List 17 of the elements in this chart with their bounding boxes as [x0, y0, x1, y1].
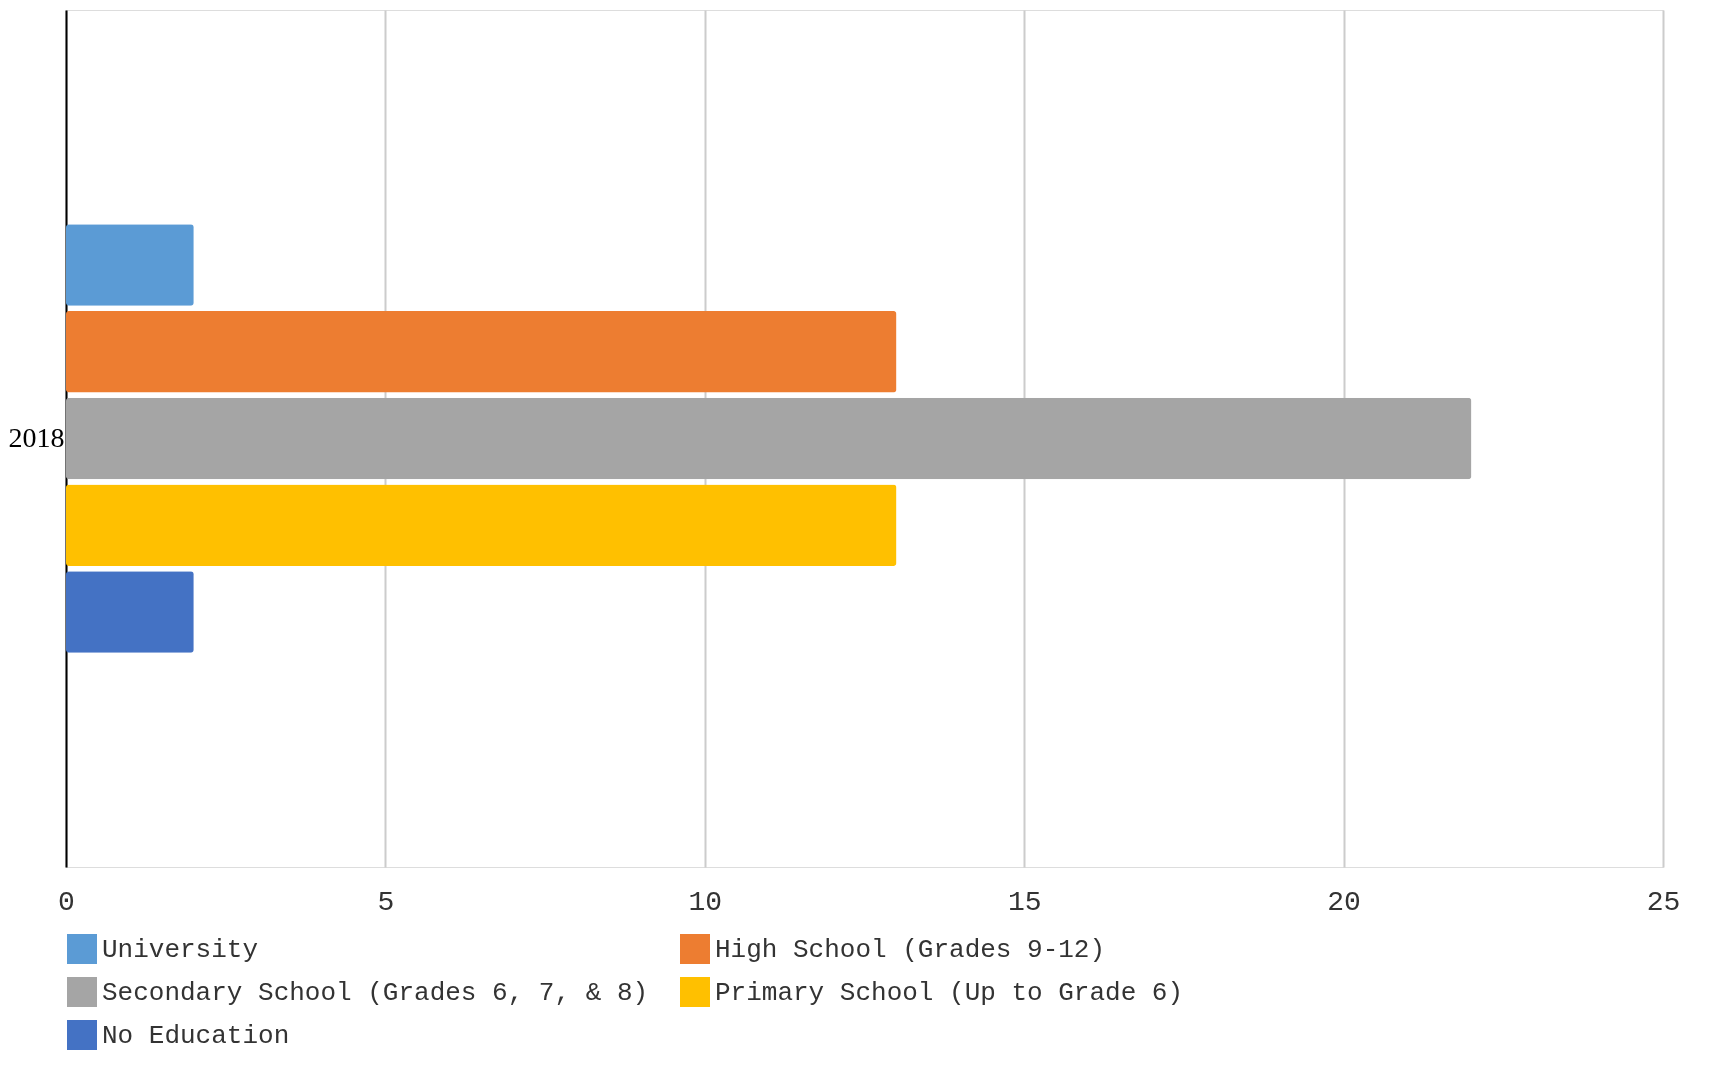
x-tick-label: 25	[1646, 886, 1681, 918]
bar	[66, 397, 1472, 480]
legend-label: University	[102, 935, 259, 965]
bar	[66, 224, 194, 306]
x-tick-label: 5	[377, 886, 395, 918]
bar	[66, 484, 897, 567]
legend-label: No Education	[102, 1021, 290, 1051]
bar	[66, 310, 897, 393]
x-tick-label: 0	[58, 886, 75, 918]
x-tick-label: 10	[688, 886, 723, 918]
bar	[66, 571, 194, 653]
legend-label: Primary School (Up to Grade 6)	[715, 978, 1184, 1008]
y-tick-label: 2018	[8, 421, 65, 453]
x-tick-label: 20	[1327, 886, 1361, 918]
x-tick-label: 15	[1007, 886, 1042, 918]
legend-label: Secondary School (Grades 6, 7, & 8)	[102, 978, 649, 1008]
legend-label: High School (Grades 9-12)	[715, 935, 1106, 965]
